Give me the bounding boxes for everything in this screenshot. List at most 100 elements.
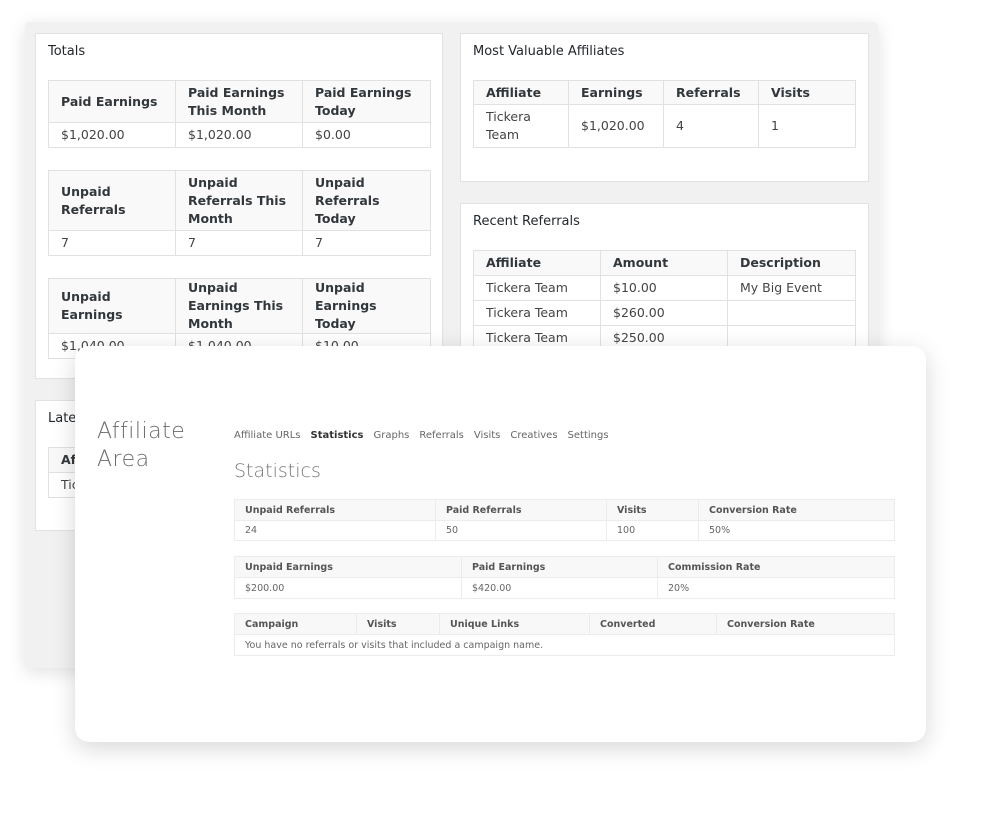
- affiliate-nav: Affiliate URLs Statistics Graphs Referrals V…: [234, 430, 609, 441]
- column-header: Paid Earnings Today: [302, 80, 431, 123]
- column-header: Unpaid Earnings Today: [302, 278, 431, 334]
- affiliate-area-card: Affiliate Area Affiliate URLs Statistics G…: [75, 346, 926, 742]
- table-cell: 100: [606, 520, 699, 541]
- statistics-heading: Statistics: [234, 460, 321, 482]
- table-row: You have no referrals or visits that inc…: [234, 634, 895, 656]
- table-cell: Tickera Team: [473, 104, 569, 148]
- table-cell: $1,020.00: [175, 122, 303, 148]
- header-row: Unpaid Earnings Paid Earnings Commission R…: [234, 556, 895, 578]
- column-header: Paid Referrals: [435, 499, 607, 521]
- column-header: Campaign: [234, 613, 357, 635]
- table-cell: 20%: [657, 577, 895, 599]
- nav-referrals[interactable]: Referrals: [419, 430, 464, 441]
- header-row: Affiliate Earnings Referrals Visits: [473, 80, 856, 105]
- header-row: Unpaid Referrals Paid Referrals Visits Conv…: [234, 499, 895, 521]
- table-cell: $420.00: [461, 577, 658, 599]
- column-header: Unpaid Referrals Today: [302, 170, 431, 231]
- nav-affiliate-urls[interactable]: Affiliate URLs: [234, 430, 301, 441]
- recent-referrals-table: Affiliate Amount Description Tickera Team $1…: [473, 250, 856, 351]
- column-header: Amount: [600, 250, 728, 276]
- table-cell: 4: [663, 104, 759, 148]
- column-header: Visits: [356, 613, 440, 635]
- table-cell: 7: [175, 230, 303, 256]
- column-header: Paid Earnings: [461, 556, 658, 578]
- table-cell: 24: [234, 520, 436, 541]
- table-row: $200.00 $420.00 20%: [234, 577, 895, 599]
- column-header: Commission Rate: [657, 556, 895, 578]
- header-row: Paid Earnings Paid Earnings This Month Pai…: [48, 80, 431, 123]
- nav-settings[interactable]: Settings: [567, 430, 609, 441]
- column-header: Paid Earnings: [48, 80, 176, 123]
- table-cell: $10.00: [600, 275, 728, 301]
- column-header: Unpaid Earnings This Month: [175, 278, 303, 334]
- table-cell: $0.00: [302, 122, 431, 148]
- campaign-stats-table: Campaign Visits Unique Links Converted Conve…: [234, 613, 895, 656]
- column-header: Unpaid Referrals: [234, 499, 436, 521]
- column-header: Converted: [589, 613, 717, 635]
- table-cell: $260.00: [600, 300, 728, 326]
- title-line: Area: [97, 447, 150, 472]
- column-header: Unpaid Referrals This Month: [175, 170, 303, 231]
- most-valuable-affiliates-box: Most Valuable Affiliates Affiliate Earnin…: [460, 33, 869, 182]
- unpaid-earnings-table: Unpaid Earnings Unpaid Earnings This Mont…: [48, 278, 431, 359]
- table-cell: Tickera Team: [473, 275, 601, 301]
- title-line: Affiliate: [97, 419, 186, 444]
- table-cell: $1,020.00: [48, 122, 176, 148]
- table-row: Tickera Team $10.00 My Big Event: [473, 275, 856, 301]
- most-valuable-title: Most Valuable Affiliates: [473, 44, 625, 59]
- column-header: Paid Earnings This Month: [175, 80, 303, 123]
- nav-creatives[interactable]: Creatives: [510, 430, 558, 441]
- table-cell: My Big Event: [727, 275, 856, 301]
- header-row: Campaign Visits Unique Links Converted Conve…: [234, 613, 895, 635]
- totals-box: Totals Paid Earnings Paid Earnings This M…: [35, 33, 443, 379]
- column-header: Unique Links: [439, 613, 590, 635]
- most-valuable-table: Affiliate Earnings Referrals Visits Tickera …: [473, 80, 856, 148]
- table-cell: [727, 300, 856, 326]
- latest-referrals-title: Latest Referrals: [48, 411, 76, 426]
- table-cell: You have no referrals or visits that inc…: [234, 634, 895, 656]
- unpaid-referrals-table: Unpaid Referrals Unpaid Referrals This Mo…: [48, 170, 431, 256]
- paid-earnings-table: Paid Earnings Paid Earnings This Month Pai…: [48, 80, 431, 148]
- latest-referrals-table: AffiliateTickera Team: [48, 447, 77, 498]
- column-header: Visits: [758, 80, 856, 105]
- table-cell: 7: [48, 230, 176, 256]
- table-row: $1,020.00 $1,020.00 $0.00: [48, 122, 431, 148]
- referral-stats-table: Unpaid Referrals Paid Referrals Visits Conv…: [234, 499, 895, 541]
- column-header: Affiliate: [473, 250, 601, 276]
- column-header: Earnings: [568, 80, 664, 105]
- header-row: Affiliate: [48, 447, 77, 473]
- table-cell: $1,020.00: [568, 104, 664, 148]
- table-cell: 50: [435, 520, 607, 541]
- column-header: Conversion Rate: [698, 499, 895, 521]
- header-row: Unpaid Referrals Unpaid Referrals This Mo…: [48, 170, 431, 231]
- table-row: Tickera Team: [48, 472, 77, 498]
- table-cell: 7: [302, 230, 431, 256]
- totals-title: Totals: [48, 44, 86, 59]
- table-cell: 1: [758, 104, 856, 148]
- nav-graphs[interactable]: Graphs: [373, 430, 410, 441]
- column-header: Description: [727, 250, 856, 276]
- header-row: Unpaid Earnings Unpaid Earnings This Mont…: [48, 278, 431, 334]
- nav-visits[interactable]: Visits: [473, 430, 501, 441]
- column-header: Visits: [606, 499, 699, 521]
- table-row: Tickera Team $260.00: [473, 300, 856, 326]
- table-row: 24 50 100 50%: [234, 520, 895, 541]
- column-header: Affiliate: [473, 80, 569, 105]
- affiliate-area-title: Affiliate Area: [97, 418, 185, 474]
- column-header: Conversion Rate: [716, 613, 895, 635]
- nav-statistics[interactable]: Statistics: [310, 430, 364, 441]
- header-row: Affiliate Amount Description: [473, 250, 856, 276]
- table-cell: Tickera Team: [473, 300, 601, 326]
- column-header: Affiliate: [48, 447, 77, 473]
- column-header: Unpaid Referrals: [48, 170, 176, 231]
- column-header: Unpaid Earnings: [48, 278, 176, 334]
- table-row: Tickera Team $1,020.00 4 1: [473, 104, 856, 148]
- recent-referrals-title: Recent Referrals: [473, 214, 580, 229]
- column-header: Unpaid Earnings: [234, 556, 462, 578]
- earnings-stats-table: Unpaid Earnings Paid Earnings Commission R…: [234, 556, 895, 599]
- table-cell: 50%: [698, 520, 895, 541]
- table-cell: $200.00: [234, 577, 462, 599]
- table-cell: Tickera Team: [48, 472, 77, 498]
- column-header: Referrals: [663, 80, 759, 105]
